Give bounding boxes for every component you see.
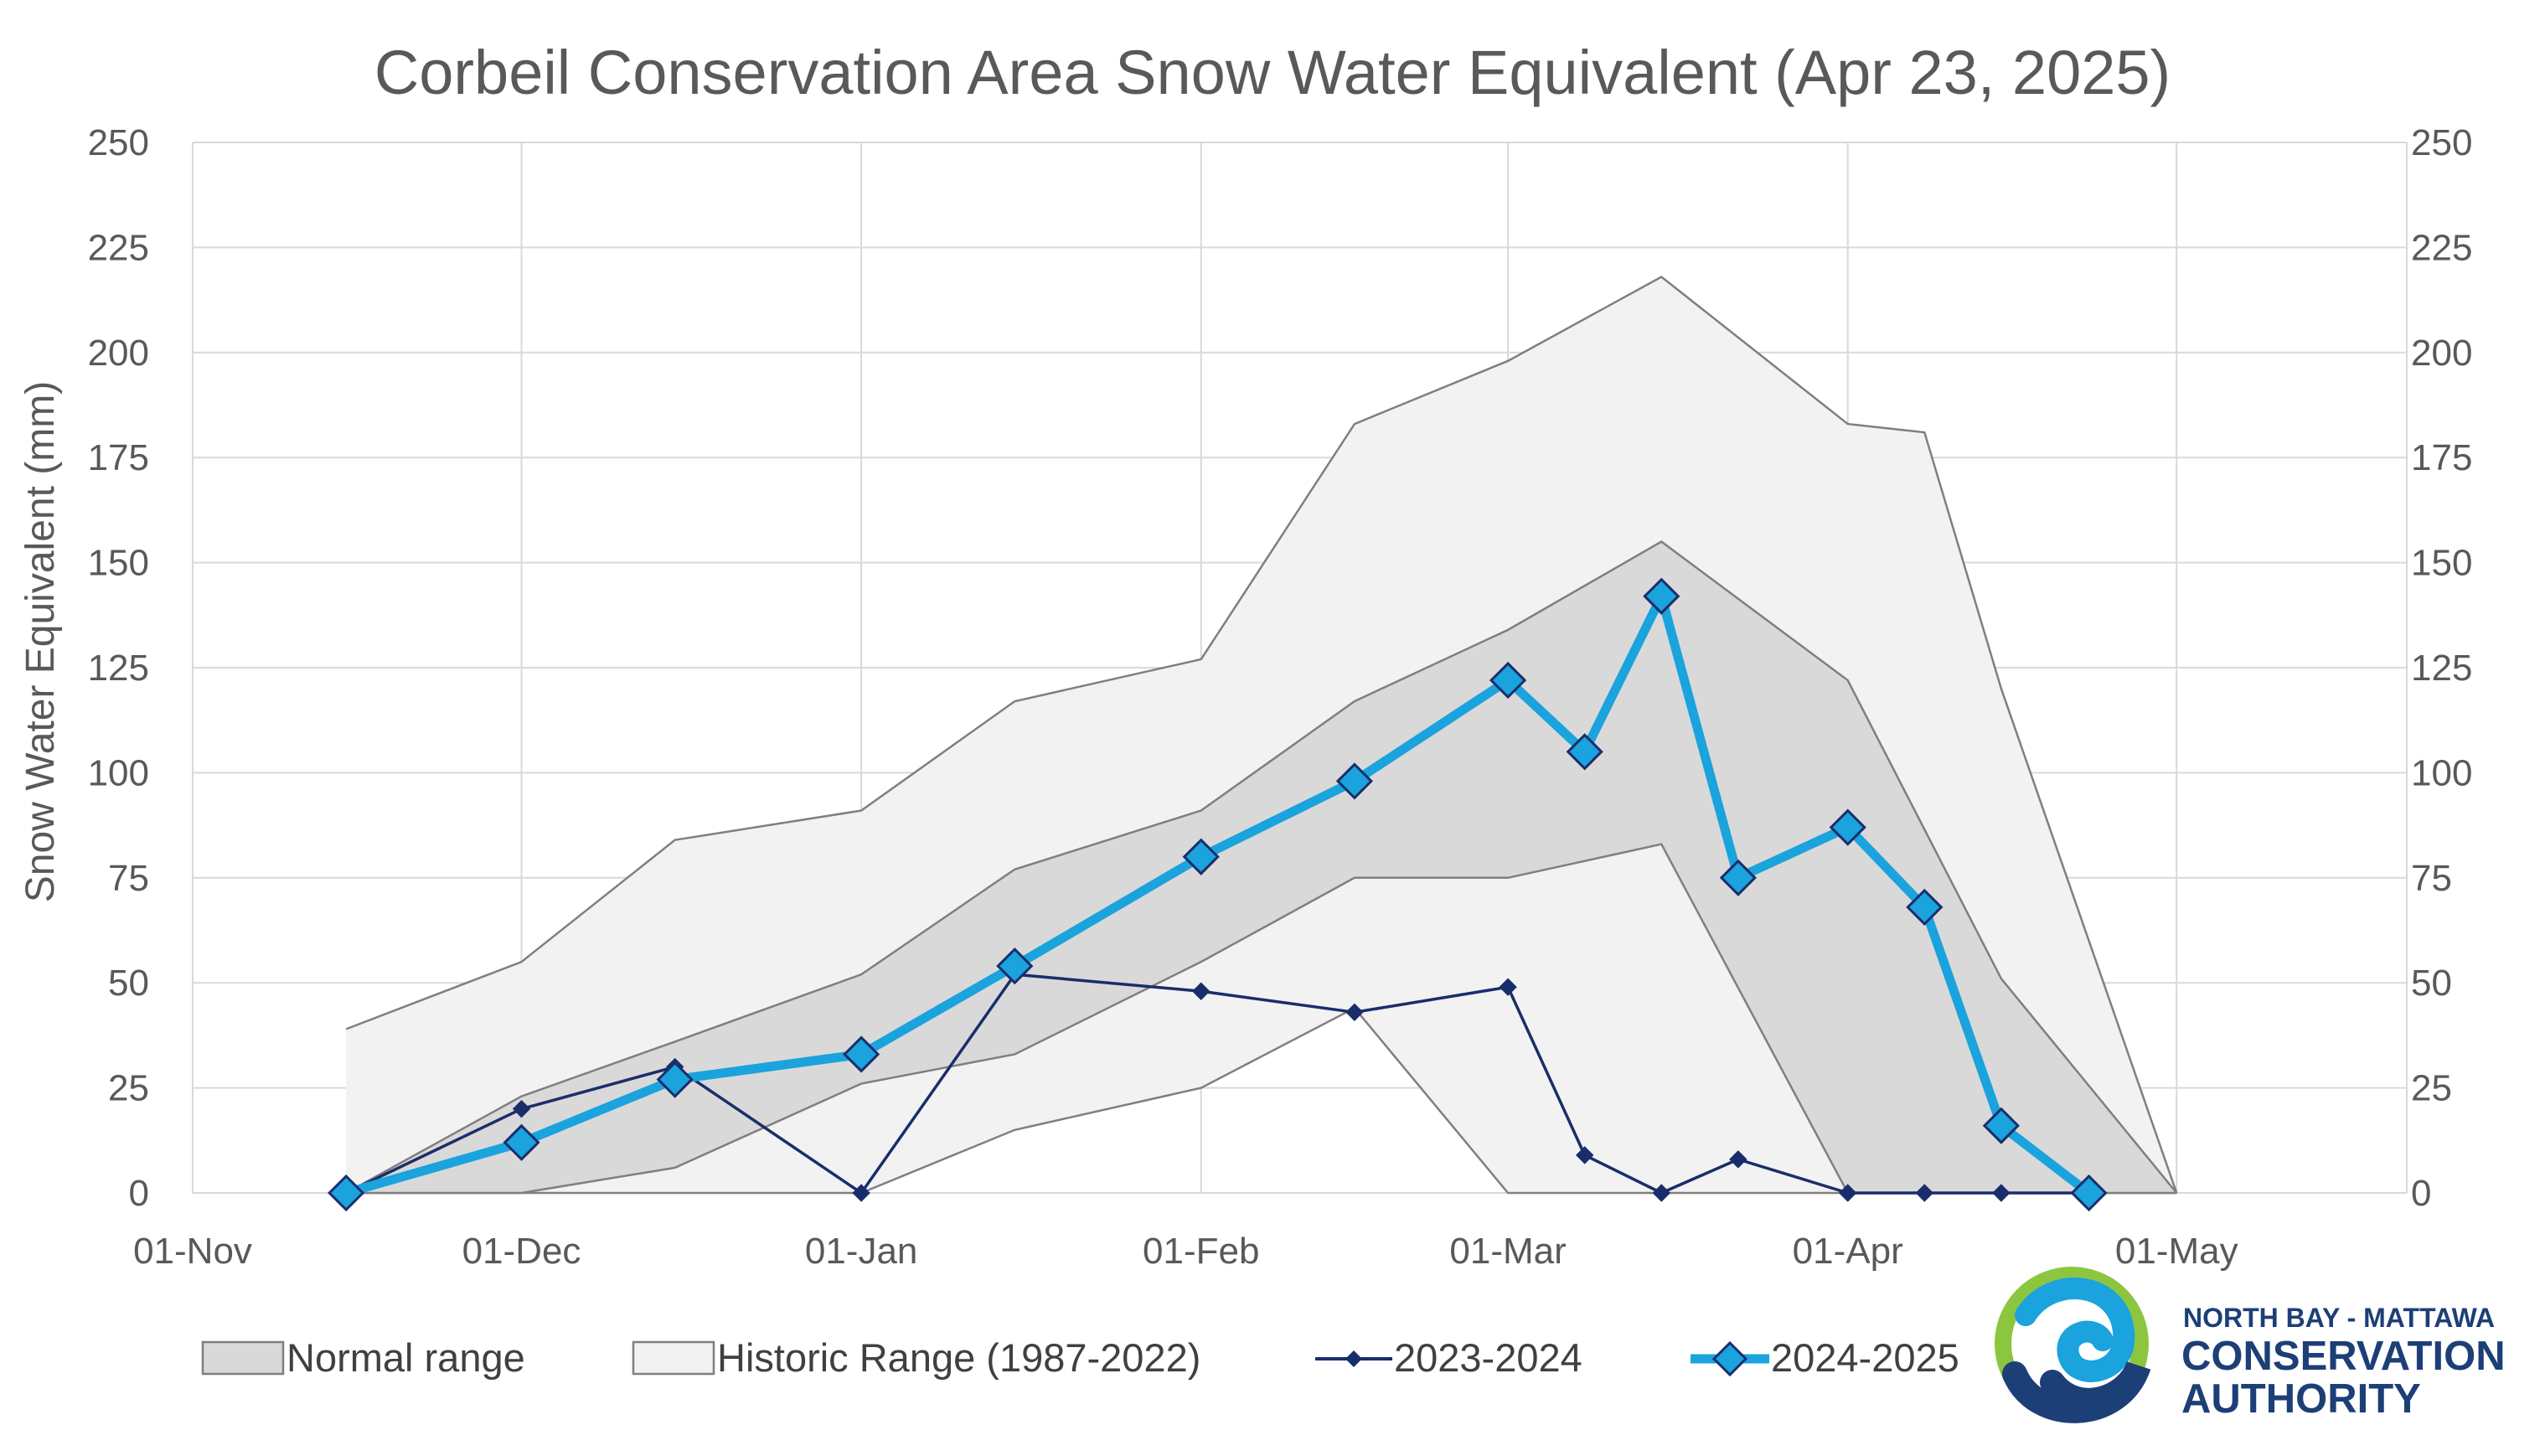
data-point-2023-2024 [1729,1150,1747,1169]
left-y-tick-label: 250 [88,122,149,163]
data-point-2024-2025 [328,1174,365,1212]
data-point-2023-2024 [1345,1003,1364,1022]
data-point-2023-2024 [1192,982,1211,1000]
logo-line-2: CONSERVATION [2181,1334,2506,1379]
band-upper-edge [345,540,2178,1195]
left-y-tick-label: 25 [108,1068,149,1109]
right-y-tick-label: 150 [2411,543,2472,584]
band-upper-edge [345,276,2178,1194]
right-y-tick-label: 25 [2411,1068,2452,1109]
x-tick-label: 01-Feb [1143,1231,1259,1272]
data-point-2023-2024 [1915,1184,1934,1202]
logo-emblem-icon [1995,1267,2151,1423]
data-point-2023-2024 [1575,1146,1594,1164]
data-point-2024-2025 [1182,838,1220,875]
legend-label-historic-range: Historic Range (1987-2022) [717,1335,1200,1380]
data-point-2024-2025 [503,1123,540,1161]
data-point-2023-2024 [1499,978,1517,996]
data-point-2024-2025 [1829,808,1866,846]
data-point-2023-2024 [1839,1184,1857,1202]
legend-label-normal-range: Normal range [287,1335,525,1380]
data-point-2024-2025 [1719,859,1757,896]
legend: Normal range Historic Range (1987-2022) 20… [201,1335,1959,1380]
normal-range-band [346,541,2177,1193]
chart-title: Corbeil Conservation Area Snow Water Equ… [374,38,2171,107]
right-y-tick-label: 200 [2411,333,2472,374]
right-y-tick-label: 225 [2411,227,2472,268]
series-lines [328,577,2108,1212]
right-y-tick-label: 0 [2411,1173,2431,1214]
x-tick-label: 01-Mar [1449,1231,1566,1272]
data-point-2024-2025 [1335,762,1374,800]
x-tick-label: 01-May [2115,1231,2238,1272]
historic-range-band [346,276,2177,1194]
left-y-tick-label: 125 [88,648,149,689]
data-point-2024-2025 [1906,888,1944,927]
left-y-tick-label: 75 [108,858,149,899]
left-y-tick-label: 200 [88,333,149,374]
right-y-tick-label: 50 [2411,963,2452,1004]
data-point-2023-2024 [1992,1184,2011,1202]
range-bands [345,276,2178,1195]
x-tick-label: 01-Dec [462,1231,581,1272]
data-point-2024-2025 [1982,1107,2021,1144]
x-tick-label: 01-Apr [1793,1231,1903,1272]
data-point-2024-2025 [996,947,1034,985]
x-axis-ticks: 01-Nov 01-Dec 01-Jan 01-Feb 01-Mar 01-Apr 01-M… [133,1231,2238,1272]
left-y-tick-label: 50 [108,963,149,1004]
left-y-tick-label: 0 [129,1173,149,1214]
right-y-axis-ticks: 0 25 50 75 100 125 150 175 200 225 250 [2411,122,2472,1214]
data-point-2023-2024 [512,1099,531,1118]
left-y-tick-label: 150 [88,543,149,584]
logo-line-3: AUTHORITY [2181,1376,2421,1422]
x-tick-label: 01-Jan [805,1231,918,1272]
right-y-tick-label: 250 [2411,122,2472,163]
y-axis-title: Snow Water Equivalent (mm) [18,381,63,902]
data-point-2024-2025 [1643,577,1680,615]
data-point-2024-2025 [2070,1174,2108,1212]
legend-swatch-normal-range [201,1340,285,1376]
logo-line-1: NORTH BAY - MATTAWA [2183,1303,2495,1333]
data-point-2023-2024 [852,1184,870,1202]
right-y-tick-label: 75 [2411,858,2452,899]
left-y-tick-label: 175 [88,437,149,478]
conservation-authority-logo: NORTH BAY - MATTAWA CONSERVATION AUTHORI… [1995,1267,2506,1423]
left-y-tick-label: 100 [88,752,149,793]
left-y-tick-label: 225 [88,227,149,268]
x-tick-label: 01-Nov [133,1231,252,1272]
legend-label-2023-2024: 2023-2024 [1394,1335,1582,1380]
left-y-axis-ticks: 0 25 50 75 100 125 150 175 200 225 250 [88,122,149,1214]
data-point-2024-2025 [843,1035,880,1073]
right-y-tick-label: 125 [2411,648,2472,689]
data-point-2024-2025 [1566,733,1603,771]
right-y-tick-label: 100 [2411,752,2472,793]
right-y-tick-label: 175 [2411,437,2472,478]
legend-label-2024-2025: 2024-2025 [1771,1335,1959,1380]
legend-marker-2024-2025 [1711,1340,1748,1377]
legend-swatch-historic-range [632,1340,715,1376]
data-point-2023-2024 [1652,1184,1670,1202]
data-point-2024-2025 [656,1061,694,1098]
data-point-2024-2025 [1489,661,1527,700]
legend-marker-2023-2024 [1345,1350,1362,1367]
